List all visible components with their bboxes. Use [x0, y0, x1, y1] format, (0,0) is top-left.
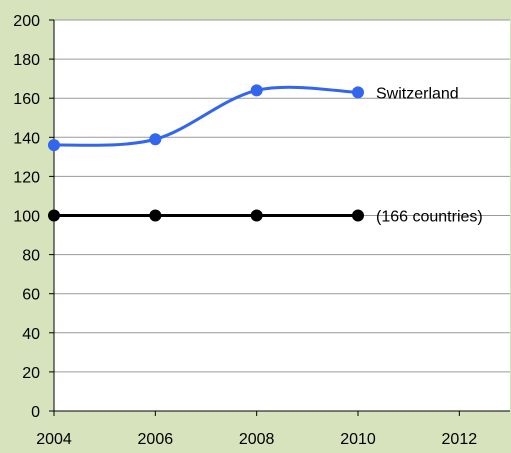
- x-tick-labels: 2004 2006 2008 2010 2012: [36, 411, 477, 448]
- series-lines: [48, 84, 364, 222]
- x-tick-label: 2008: [239, 431, 275, 448]
- data-point: [352, 209, 364, 222]
- series-label-1: (166 countries): [376, 209, 483, 226]
- y-tick-label: 200: [13, 13, 40, 30]
- y-tick-label: 160: [13, 91, 40, 108]
- data-point: [48, 209, 60, 222]
- data-point: [352, 86, 364, 99]
- y-tick-label: 40: [22, 326, 40, 343]
- x-tick-label: 2004: [36, 431, 72, 448]
- y-tick-label: 100: [13, 209, 40, 226]
- y-tick-label: 80: [22, 248, 40, 265]
- y-tick-label: 120: [13, 169, 40, 186]
- x-tick-label: 2012: [442, 431, 478, 448]
- gridlines: [54, 19, 510, 373]
- series-label-0: Switzerland: [376, 85, 459, 102]
- y-tick-label: 20: [22, 365, 40, 382]
- y-tick-labels: 0 20 40 60 80 100 120 140 160 180 200: [13, 13, 54, 421]
- y-tick-label: 140: [13, 130, 40, 147]
- data-point: [149, 133, 162, 146]
- data-point: [250, 84, 263, 97]
- data-point: [149, 209, 162, 222]
- y-tick-label: 180: [13, 52, 40, 69]
- series-line-0: [52, 85, 360, 147]
- data-point: [48, 139, 60, 152]
- data-point: [250, 209, 263, 222]
- y-tick-label: 60: [22, 287, 40, 304]
- x-tick-label: 2010: [340, 431, 376, 448]
- x-tick-label: 2006: [138, 431, 174, 448]
- y-tick-label: 0: [31, 404, 40, 421]
- series-labels: Switzerland (166 countries): [376, 85, 483, 225]
